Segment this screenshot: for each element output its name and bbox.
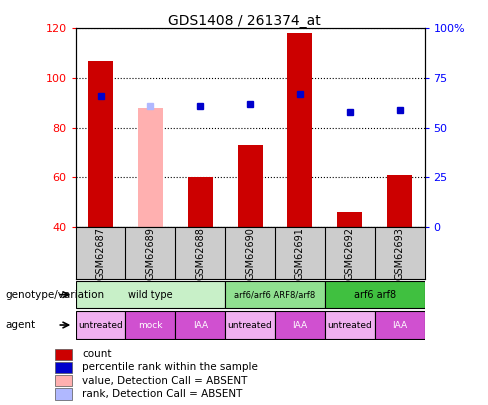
Bar — [225, 281, 325, 308]
Bar — [76, 311, 125, 339]
Text: GSM62692: GSM62692 — [345, 227, 355, 279]
Text: genotype/variation: genotype/variation — [5, 290, 104, 300]
Text: percentile rank within the sample: percentile rank within the sample — [82, 362, 258, 373]
Bar — [55, 349, 72, 360]
Bar — [188, 177, 213, 227]
Bar — [387, 175, 412, 227]
Text: IAA: IAA — [392, 320, 407, 330]
Bar — [88, 61, 113, 227]
Bar — [287, 33, 312, 227]
Text: untreated: untreated — [78, 320, 123, 330]
Text: GSM62690: GSM62690 — [245, 227, 255, 279]
Text: IAA: IAA — [193, 320, 208, 330]
Text: untreated: untreated — [327, 320, 372, 330]
Text: agent: agent — [5, 320, 35, 330]
Text: GSM62691: GSM62691 — [295, 227, 305, 279]
Text: value, Detection Call = ABSENT: value, Detection Call = ABSENT — [82, 375, 247, 386]
Bar — [138, 108, 163, 227]
Bar — [337, 212, 362, 227]
Text: arf6/arf6 ARF8/arf8: arf6/arf6 ARF8/arf8 — [234, 290, 316, 299]
Bar — [225, 311, 275, 339]
Text: arf6 arf8: arf6 arf8 — [354, 290, 396, 300]
Text: GSM62688: GSM62688 — [195, 227, 205, 279]
Text: mock: mock — [138, 320, 163, 330]
Bar — [325, 311, 375, 339]
Bar — [55, 362, 72, 373]
Text: rank, Detection Call = ABSENT: rank, Detection Call = ABSENT — [82, 389, 243, 399]
Bar — [55, 375, 72, 386]
Bar — [275, 311, 325, 339]
Text: GSM62689: GSM62689 — [145, 227, 155, 279]
Text: GSM62687: GSM62687 — [96, 227, 105, 279]
Bar — [375, 311, 425, 339]
Bar — [325, 281, 425, 308]
Bar — [175, 311, 225, 339]
Text: GDS1408 / 261374_at: GDS1408 / 261374_at — [167, 14, 321, 28]
Text: untreated: untreated — [228, 320, 272, 330]
Text: GSM62693: GSM62693 — [395, 227, 405, 279]
Text: count: count — [82, 350, 111, 360]
Bar — [55, 388, 72, 400]
Text: wild type: wild type — [128, 290, 173, 300]
Bar — [76, 281, 225, 308]
Bar — [125, 311, 175, 339]
Text: IAA: IAA — [292, 320, 307, 330]
Bar — [238, 145, 263, 227]
